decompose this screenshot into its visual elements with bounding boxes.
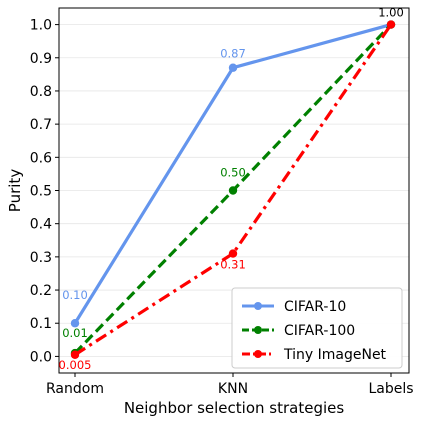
legend-item: CIFAR-10 (242, 299, 346, 315)
series-group (70, 20, 396, 359)
y-axis: 0.0 0.1 0.2 0.3 0.4 0.5 0.6 0.7 0.8 0.9 1.0 (30, 18, 59, 365)
legend-marker (254, 302, 262, 310)
legend: CIFAR-10 CIFAR-100 Tiny ImageNet (231, 287, 403, 369)
series-tiny-imagenet (70, 20, 396, 359)
y-tick-label: 0.1 (30, 316, 52, 332)
legend-item: CIFAR-100 (242, 323, 355, 339)
data-point (228, 63, 238, 72)
legend-box (231, 287, 403, 369)
data-labels: 0.10 0.87 1.00 0.01 0.50 0.005 0.31 (59, 6, 404, 372)
data-label: 0.005 (59, 358, 92, 372)
x-tick-label: Random (46, 381, 104, 397)
y-tick-label: 0.2 (30, 283, 52, 299)
x-axis-title: Neighbor selection strategies (124, 399, 345, 417)
y-tick-label: 0.0 (30, 349, 52, 365)
y-axis-title: Purity (6, 169, 24, 213)
y-tick-label: 0.8 (30, 84, 52, 100)
y-tick-label: 0.7 (30, 117, 52, 133)
legend-label: CIFAR-100 (284, 323, 355, 339)
data-label: 0.50 (220, 166, 246, 180)
y-tick-label: 1.0 (30, 18, 52, 34)
data-label: 0.01 (62, 326, 88, 340)
data-label: 1.00 (378, 6, 404, 20)
legend-item: Tiny ImageNet (242, 347, 387, 363)
data-label: 0.31 (220, 258, 246, 272)
data-point (228, 249, 238, 258)
legend-marker (254, 350, 262, 358)
legend-marker (254, 326, 262, 334)
y-tick-label: 0.3 (30, 250, 52, 266)
data-point (70, 319, 80, 328)
legend-label: CIFAR-10 (284, 299, 346, 315)
data-label: 0.87 (220, 47, 246, 61)
x-tick-label: KNN (218, 381, 248, 397)
x-axis: Random KNN Labels (46, 373, 414, 397)
y-tick-label: 0.9 (30, 51, 52, 67)
y-tick-label: 0.5 (30, 184, 52, 200)
data-point (228, 186, 238, 195)
data-label: 0.10 (62, 288, 88, 302)
x-tick-label: Labels (368, 381, 413, 397)
y-tick-label: 0.6 (30, 150, 52, 166)
legend-label: Tiny ImageNet (283, 347, 387, 363)
data-point (70, 350, 80, 359)
data-point (386, 20, 396, 29)
y-tick-label: 0.4 (30, 217, 52, 233)
